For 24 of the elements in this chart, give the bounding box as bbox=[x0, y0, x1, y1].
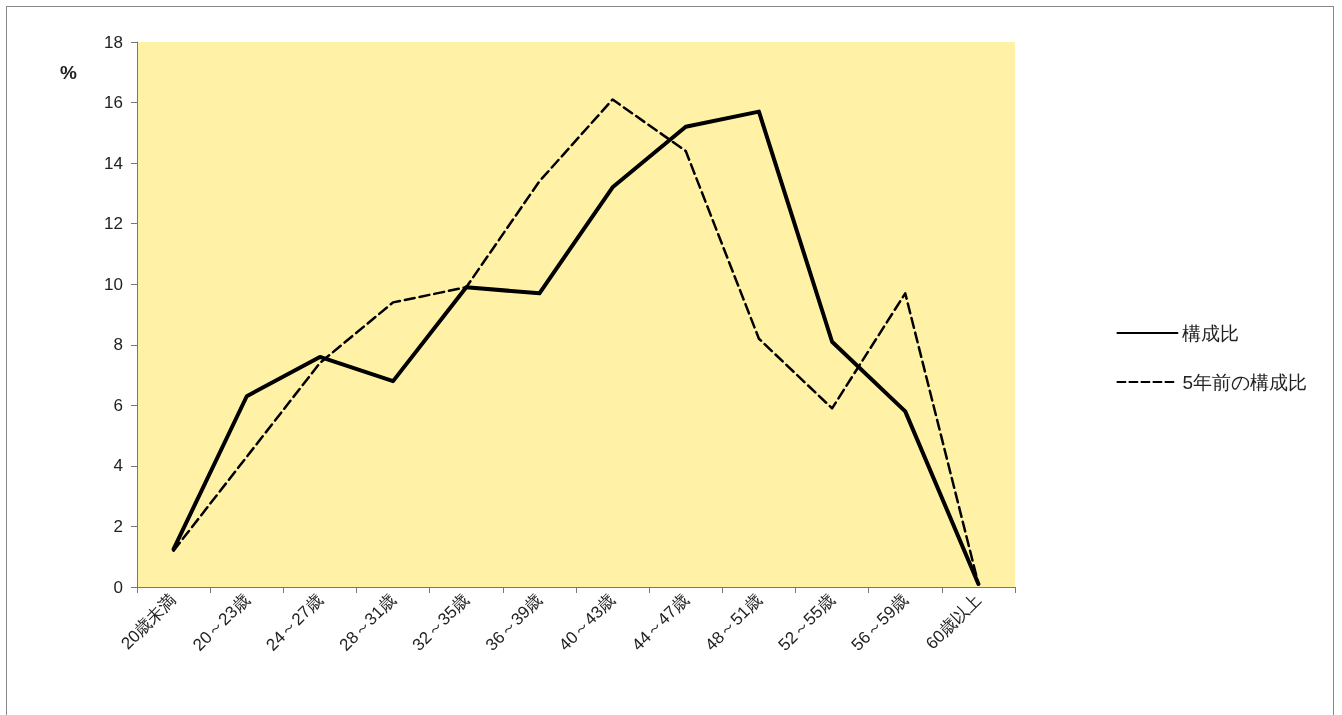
y-tick-label: 2 bbox=[113, 516, 123, 536]
legend-label: 構成比 bbox=[1182, 322, 1240, 344]
y-tick-label: 6 bbox=[113, 395, 123, 415]
x-tick-label: 60歳以上 bbox=[922, 590, 986, 654]
y-tick-label: 16 bbox=[104, 93, 123, 113]
x-tick-label: 44～47歳 bbox=[628, 590, 693, 655]
x-tick-label: 48～51歳 bbox=[701, 590, 766, 655]
legend-label: 5年前の構成比 bbox=[1182, 371, 1308, 393]
x-tick-label: 32～35歳 bbox=[408, 590, 473, 655]
y-tick-label: 18 bbox=[104, 32, 123, 52]
y-axis-title: % bbox=[60, 62, 78, 83]
x-tick-label: 20～23歳 bbox=[189, 590, 254, 655]
y-tick-label: 14 bbox=[104, 153, 123, 173]
x-tick-label: 36～39歳 bbox=[481, 590, 547, 655]
x-tick-label: 40～43歳 bbox=[555, 590, 620, 655]
x-tick-label: 28～31歳 bbox=[335, 590, 400, 655]
x-tick-label: 52～55歳 bbox=[774, 590, 839, 655]
y-tick-label: 4 bbox=[113, 456, 123, 476]
y-tick-label: 10 bbox=[104, 274, 123, 294]
x-tick-label: 56～59歳 bbox=[847, 590, 912, 655]
y-tick-label: 0 bbox=[113, 577, 123, 597]
y-tick-label: 12 bbox=[104, 214, 123, 234]
y-tick-label: 8 bbox=[113, 335, 123, 355]
x-tick-label: 24～27歳 bbox=[262, 590, 327, 655]
